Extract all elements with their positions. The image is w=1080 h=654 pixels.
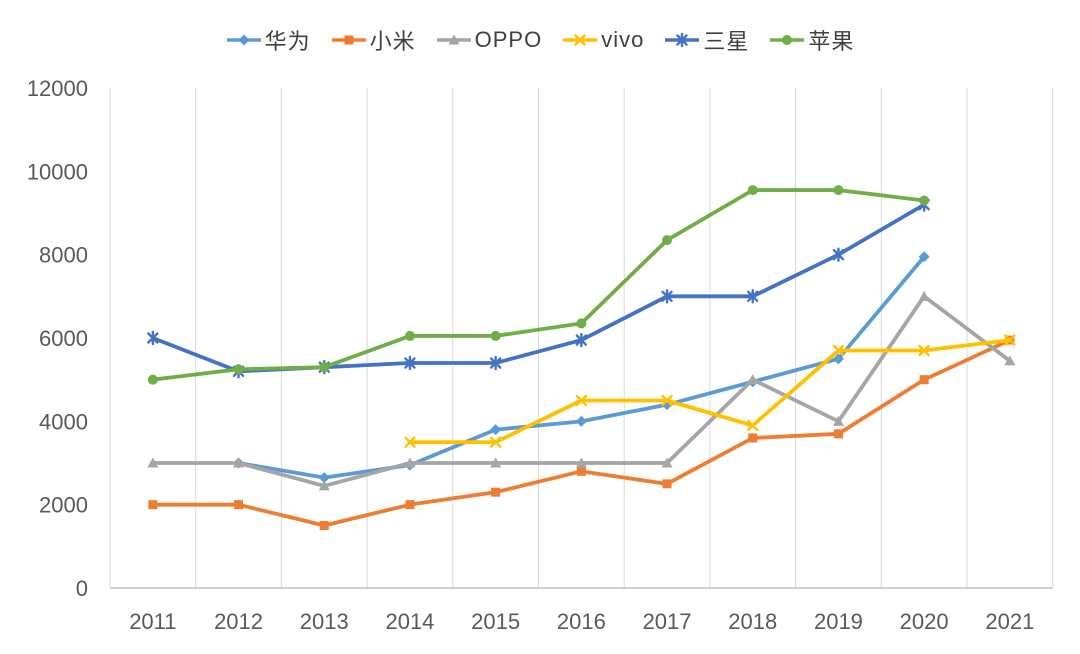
marker-diamond	[918, 251, 930, 263]
y-axis-tick-label: 8000	[39, 243, 88, 268]
legend-item-xiaomi: 小米	[331, 24, 416, 56]
marker-x	[747, 419, 759, 432]
y-axis-tick-label: 12000	[27, 76, 88, 101]
marker-square	[405, 500, 415, 510]
marker-circle	[404, 330, 415, 341]
marker-triangle	[147, 457, 159, 468]
series-huawei	[233, 251, 930, 484]
marker-square	[319, 521, 329, 530]
marker-x	[661, 394, 673, 407]
y-axis-tick-label: 10000	[27, 159, 88, 184]
x-axis-tick-label: 2016	[557, 609, 606, 634]
marker-circle	[919, 195, 930, 206]
series-vivo	[404, 334, 1016, 448]
marker-x	[575, 394, 588, 407]
legend-key-triangle-icon	[436, 34, 471, 45]
series-line-vivo	[408, 338, 1012, 445]
marker-diamond	[238, 34, 250, 46]
marker-x	[918, 344, 930, 357]
marker-circle	[662, 235, 673, 246]
legend-item-huawei: 华为	[226, 24, 311, 56]
y-axis-tick-label: 4000	[39, 409, 88, 434]
legend-label: 苹果	[808, 29, 855, 54]
legend-key-x-icon	[563, 34, 598, 46]
marker-triangle	[1004, 355, 1016, 366]
marker-x	[832, 344, 845, 357]
legend-key-asterisk-icon	[665, 32, 700, 48]
marker-triangle	[448, 34, 460, 45]
marker-square	[491, 487, 501, 497]
marker-triangle	[747, 374, 759, 385]
marker-diamond	[490, 424, 502, 436]
marker-diamond	[318, 472, 330, 484]
marker-circle	[233, 364, 244, 375]
y-axis-tick-label: 0	[76, 576, 88, 601]
marker-triangle	[318, 480, 330, 491]
legend-item-oppo: OPPO	[436, 27, 543, 53]
x-axis-tick-label: 2014	[385, 609, 434, 634]
marker-square	[344, 35, 354, 45]
marker-x	[1004, 334, 1016, 346]
marker-diamond	[832, 353, 844, 365]
chart-legend: 华为 小米 OPPO vivo 三星 苹果	[0, 24, 1080, 56]
legend-item-apple: 苹果	[769, 24, 854, 56]
marker-circle	[747, 185, 758, 196]
marker-x	[574, 34, 586, 46]
marker-circle	[782, 35, 793, 45]
marker-triangle	[832, 415, 844, 426]
marker-diamond	[575, 415, 587, 427]
marker-x	[404, 436, 416, 448]
marker-square	[919, 375, 929, 385]
marker-triangle	[918, 290, 930, 301]
marker-square	[234, 500, 244, 510]
x-axis-tick-label: 2021	[985, 609, 1034, 634]
x-axis-tick-label: 2011	[129, 609, 176, 634]
legend-key-circle-icon	[770, 35, 805, 45]
marker-x	[489, 436, 502, 448]
marker-square	[576, 466, 586, 476]
marker-circle	[490, 330, 501, 341]
marker-triangle	[661, 457, 673, 468]
series-line-apple	[150, 188, 927, 382]
marker-triangle	[490, 457, 502, 468]
marker-square	[662, 479, 672, 489]
series-xiaomi	[148, 335, 1015, 530]
x-axis-tick-label: 2017	[643, 609, 692, 634]
marker-square	[148, 500, 158, 510]
x-axis-tick-label: 2012	[214, 609, 263, 634]
legend-key-diamond-icon	[226, 34, 261, 46]
x-axis-tick-label: 2019	[814, 609, 863, 634]
marker-square	[833, 429, 843, 439]
legend-label: 小米	[369, 29, 416, 54]
series-apple	[147, 185, 930, 385]
x-axis-tick-label: 2018	[728, 609, 777, 634]
x-axis-tick-label: 2015	[471, 609, 520, 634]
marker-circle	[833, 185, 844, 196]
legend-label: 华为	[264, 29, 311, 54]
marker-circle	[147, 374, 158, 385]
marker-square	[748, 433, 758, 443]
x-axis-tick-label: 2013	[300, 609, 349, 634]
marker-circle	[319, 362, 330, 373]
y-axis-tick-label: 6000	[39, 326, 88, 351]
legend-item-samsung: 三星	[664, 24, 749, 56]
y-axis-tick-label: 2000	[39, 493, 88, 518]
legend-label: vivo	[601, 27, 645, 52]
series-oppo	[147, 290, 1016, 491]
marker-triangle	[233, 457, 245, 468]
x-axis-tick-label: 2020	[900, 609, 949, 634]
marker-triangle	[404, 457, 416, 468]
legend-item-vivo: vivo	[562, 27, 644, 53]
legend-label: 三星	[703, 29, 750, 54]
marker-triangle	[575, 457, 587, 468]
legend-label: OPPO	[474, 27, 543, 52]
marker-circle	[576, 318, 587, 329]
legend-key-square-icon	[331, 35, 366, 45]
